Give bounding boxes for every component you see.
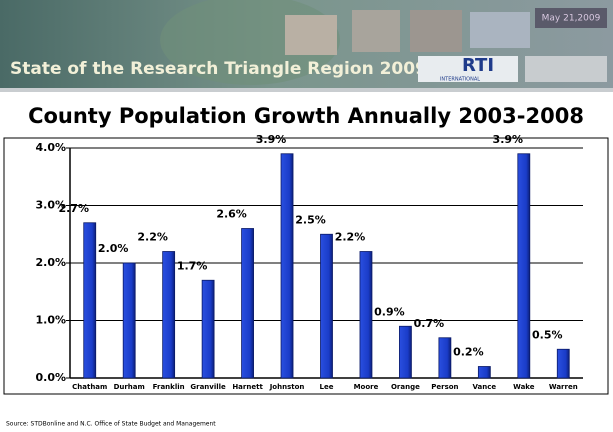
value-label: 2.7% bbox=[58, 202, 89, 215]
x-tick-label: Person bbox=[431, 383, 458, 391]
y-tick-label: 0.0% bbox=[35, 371, 66, 384]
bar bbox=[122, 262, 136, 379]
logo-sub: INTERNATIONAL bbox=[440, 77, 480, 83]
x-tick-label: Granville bbox=[190, 383, 226, 391]
y-tick-label: 4.0% bbox=[35, 141, 66, 154]
y-tick-label: 1.0% bbox=[35, 314, 66, 327]
bar bbox=[241, 228, 254, 379]
source: Source: STDBonline and N.C. Office of St… bbox=[6, 421, 216, 428]
x-tick-label: Lee bbox=[320, 383, 334, 391]
bar bbox=[359, 251, 373, 379]
y-tick-label: 3.0% bbox=[35, 199, 66, 212]
photo bbox=[410, 10, 462, 52]
x-tick-label: Moore bbox=[354, 383, 379, 391]
value-label: 2.5% bbox=[295, 213, 326, 226]
x-tick-label: Johnston bbox=[269, 383, 305, 391]
x-tick-label: Harnett bbox=[232, 383, 263, 391]
value-label: 0.2% bbox=[453, 346, 484, 359]
logo: RTI bbox=[462, 55, 494, 76]
value-label: 0.7% bbox=[414, 317, 445, 330]
y-tick-label: 2.0% bbox=[35, 256, 66, 269]
logo-box bbox=[418, 56, 518, 82]
x-tick-label: Wake bbox=[513, 383, 535, 391]
bar bbox=[517, 153, 531, 379]
photo bbox=[470, 12, 530, 48]
header-title: State of the Research Triangle Region 20… bbox=[10, 59, 427, 79]
value-label: 3.9% bbox=[493, 133, 524, 146]
value-label: 3.9% bbox=[256, 133, 287, 146]
x-tick-label: Orange bbox=[391, 383, 420, 391]
photo bbox=[285, 15, 337, 55]
bar bbox=[438, 337, 452, 379]
value-label: 1.7% bbox=[177, 259, 208, 272]
bar bbox=[399, 325, 412, 379]
date-box bbox=[535, 8, 607, 28]
value-label: 2.2% bbox=[335, 231, 366, 244]
bar bbox=[280, 153, 294, 379]
header-rule bbox=[0, 88, 613, 92]
bar bbox=[477, 366, 491, 379]
bar bbox=[162, 251, 176, 379]
bar bbox=[201, 279, 215, 379]
chart-title: County Population Growth Annually 2003-2… bbox=[28, 104, 584, 128]
value-label: 2.6% bbox=[216, 208, 247, 221]
header-image bbox=[525, 56, 607, 82]
x-tick-label: Chatham bbox=[72, 383, 107, 391]
x-tick-label: Franklin bbox=[153, 383, 185, 391]
date: May 21,2009 bbox=[542, 14, 601, 24]
chart-frame bbox=[3, 137, 609, 395]
x-tick-label: Warren bbox=[549, 383, 578, 391]
bar bbox=[556, 348, 570, 379]
value-label: 2.2% bbox=[137, 231, 168, 244]
bar bbox=[320, 233, 333, 379]
value-label: 0.9% bbox=[374, 305, 405, 318]
value-label: 0.5% bbox=[532, 328, 563, 341]
bar bbox=[83, 222, 97, 379]
photo bbox=[352, 10, 400, 52]
value-label: 2.0% bbox=[98, 242, 129, 255]
x-tick-label: Durham bbox=[114, 383, 145, 391]
x-tick-label: Vance bbox=[473, 383, 497, 391]
